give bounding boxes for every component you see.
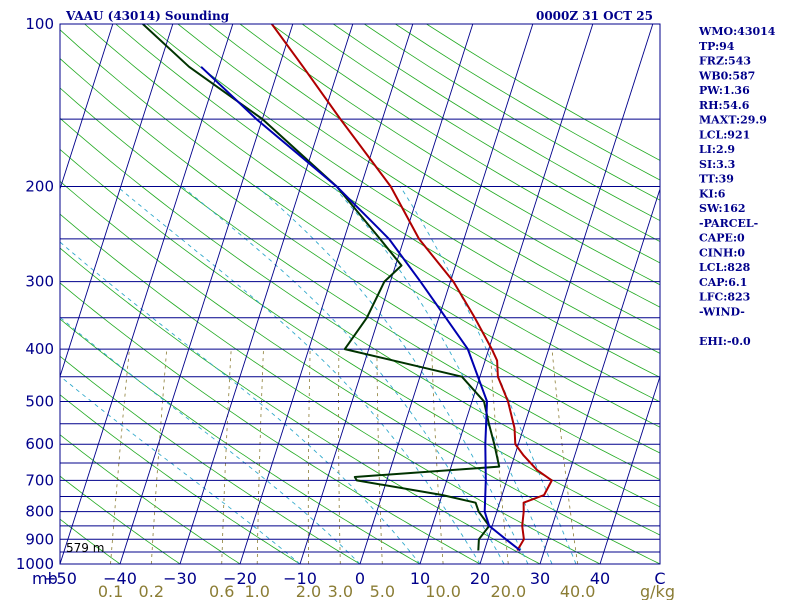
sounding-index-item: LCL:921 [699, 128, 750, 141]
sounding-index-item: -WIND- [699, 305, 745, 318]
isotherm-line [179, 24, 354, 564]
temperature-axis: −50 −40 −30 −20 −10 0 10 20 30 40 C [43, 569, 665, 588]
temperature-profile-line [270, 24, 553, 552]
mixing-ratio-tick-label: 0.2 [139, 582, 164, 600]
sounding-index-item: KI:6 [699, 187, 726, 200]
temperature-tick-label: 30 [530, 569, 550, 588]
moist-adiabat-line [60, 316, 361, 564]
sounding-index-item: LCL:828 [699, 261, 751, 274]
isotherm-line [60, 24, 114, 191]
isotherm-line [479, 24, 654, 564]
temperature-tick-label: −20 [223, 569, 257, 588]
sounding-index-item: CAPE:0 [699, 232, 745, 245]
sounding-index-item: SW:162 [699, 202, 746, 215]
mixing-ratio-unit-label: g/kg [640, 582, 675, 600]
pressure-tick-label: 1000 [16, 555, 54, 573]
pressure-tick-label: 700 [25, 471, 54, 489]
pressure-tick-label: 900 [25, 530, 54, 548]
sounding-index-item: TP:94 [699, 40, 735, 53]
sounding-index-item: WMO:43014 [698, 25, 776, 38]
sounding-index-item: PW:1.36 [699, 84, 750, 97]
mixing-ratio-axis: 0.1 0.2 0.6 1.0 2.0 3.0 5.0 10.0 20.0 40.0 [98, 582, 596, 600]
sounding-index-item: RH:54.6 [699, 99, 750, 112]
mixing-ratio-tick-label: 20.0 [491, 582, 527, 600]
sounding-index-item: CAP:6.1 [699, 276, 747, 289]
temperature-tick-label: 20 [470, 569, 490, 588]
plot-background [60, 24, 660, 564]
isotherm-line [599, 375, 660, 564]
pressure-tick-label: 200 [25, 178, 54, 196]
temperature-tick-label: −10 [283, 569, 317, 588]
mixing-ratio-tick-label: 10.0 [425, 582, 461, 600]
sounding-index-item: SI:3.3 [699, 158, 735, 171]
mixing-ratio-tick-label: 0.1 [98, 582, 123, 600]
temperature-tick-label: 10 [410, 569, 430, 588]
sounding-index-item: WB0:587 [698, 69, 755, 82]
isotherm-line [60, 24, 174, 378]
pressure-tick-label: 300 [25, 273, 54, 291]
pressure-tick-label: 400 [25, 340, 54, 358]
mixing-ratio-tick-label: 1.0 [244, 582, 269, 600]
mixing-ratio-tick-label: 3.0 [328, 582, 353, 600]
sounding-index-item: LFC:823 [699, 291, 750, 304]
isotherm-line [239, 24, 414, 564]
sounding-index-item: -PARCEL- [699, 217, 758, 230]
pressure-tick-label: 800 [25, 503, 54, 521]
mixing-ratio-tick-label: 2.0 [296, 582, 321, 600]
pressure-axis: 100 200 300 400 500 600 700 800 900 1000 [16, 15, 54, 573]
sounding-index-item: EHI:-0.0 [699, 335, 751, 348]
surface-height-label: 579 m [66, 541, 104, 555]
moist-adiabat-line [60, 241, 421, 564]
temperature-tick-label: C [654, 569, 665, 588]
sounding-index-item: FRZ:543 [699, 55, 751, 68]
chart-title-left: VAAU (43014) Sounding [65, 9, 230, 23]
parcel-profile-line [200, 66, 521, 552]
sounding-index-item: TT:39 [699, 173, 734, 186]
isotherm-line [299, 24, 474, 564]
plot-frame [59, 23, 661, 565]
sounding-index-item: LI:2.9 [699, 143, 735, 156]
mixing-ratio-tick-label: 0.6 [209, 582, 234, 600]
series-layer [142, 24, 553, 552]
isotherm-line [539, 187, 660, 564]
chart-title-right: 0000Z 31 OCT 25 [536, 9, 653, 23]
pressure-tick-label: 500 [25, 392, 54, 410]
temperature-tick-label: −50 [43, 569, 77, 588]
pressure-tick-label: 100 [25, 15, 54, 33]
temperature-tick-label: −30 [163, 569, 197, 588]
grid-layer [60, 24, 660, 564]
isotherm-line [60, 24, 234, 564]
mixing-ratio-tick-label: 40.0 [560, 582, 596, 600]
isotherm-line [419, 24, 594, 564]
sounding-index-item: CINH:0 [699, 246, 745, 259]
pressure-tick-label: 600 [25, 435, 54, 453]
temperature-tick-label: 0 [355, 569, 365, 588]
mixing-ratio-tick-label: 5.0 [370, 582, 395, 600]
isotherm-line [119, 24, 294, 564]
pressure-unit-label: mb [32, 569, 58, 588]
temperature-tick-label: −40 [103, 569, 137, 588]
temperature-tick-label: 40 [590, 569, 610, 588]
sounding-index-item: MAXT:29.9 [699, 114, 767, 127]
